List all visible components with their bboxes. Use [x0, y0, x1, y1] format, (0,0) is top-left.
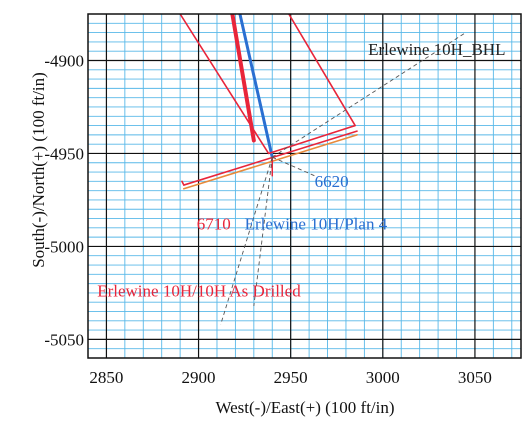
annotation-label: Erlewine 10H/Plan 4: [245, 215, 388, 234]
y-tick-label: -5000: [44, 237, 84, 256]
dashed-line: [272, 156, 315, 177]
minor-grid: [87, 13, 521, 359]
annotations: Erlewine 10H_BHL 6620 6710 Erlewine 10H/Pla…: [97, 40, 505, 301]
series-line: [181, 180, 185, 186]
annotation-label: Erlewine 10H/10H As Drilled: [97, 282, 301, 301]
x-tick-label: 3050: [458, 368, 492, 387]
tick-labels: 2850 2900 2950 3000 3050 -4900 -4950 -5000 -5050: [44, 51, 492, 387]
major-grid: [88, 14, 521, 358]
x-axis-label: West(-)/East(+) (100 ft/in): [215, 398, 394, 417]
series-line: [179, 14, 356, 155]
y-axis-label: South(-)/North(+) (100 ft/in): [29, 72, 48, 268]
y-tick-label: -4950: [44, 144, 84, 163]
dashed-line: [272, 32, 466, 158]
series-line: [183, 130, 358, 186]
y-tick-label: -5050: [44, 330, 84, 349]
annotation-label: 6620: [315, 172, 349, 191]
x-tick-label: 3000: [366, 368, 400, 387]
series-line: [183, 134, 358, 190]
y-tick-label: -4900: [44, 51, 84, 70]
dashed-lines: [220, 32, 466, 325]
plot-border: [87, 13, 522, 359]
annotation-label: Erlewine 10H_BHL: [368, 40, 505, 59]
x-tick-label: 2950: [274, 368, 308, 387]
series-line-erlewine-10h-10h-as-drilled: [230, 14, 256, 143]
series-line-erlewine-10h-plan-4: [238, 14, 274, 159]
x-tick-label: 2900: [182, 368, 216, 387]
dashed-line: [220, 157, 273, 325]
x-tick-label: 2850: [89, 368, 123, 387]
annotation-label: 6710: [197, 215, 231, 234]
series-layer: [179, 14, 358, 190]
dashed-line: [253, 157, 273, 306]
